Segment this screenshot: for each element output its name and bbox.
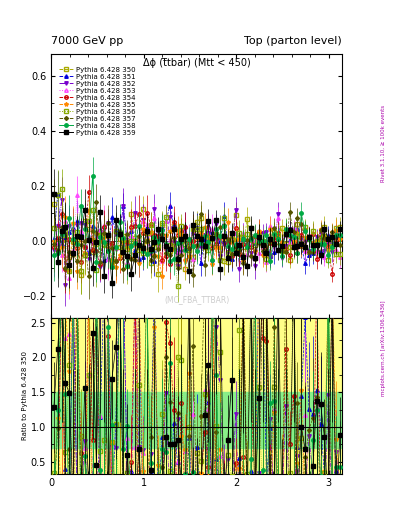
Text: (MC_FBA_TTBAR): (MC_FBA_TTBAR) bbox=[164, 295, 229, 305]
Text: 7000 GeV pp: 7000 GeV pp bbox=[51, 36, 123, 46]
Text: Top (parton level): Top (parton level) bbox=[244, 36, 342, 46]
Text: Rivet 3.1.10, ≥ 100k events: Rivet 3.1.10, ≥ 100k events bbox=[381, 105, 386, 182]
Y-axis label: Ratio to Pythia 6.428 350: Ratio to Pythia 6.428 350 bbox=[22, 351, 28, 440]
Legend: Pythia 6.428 350, Pythia 6.428 351, Pythia 6.428 352, Pythia 6.428 353, Pythia 6: Pythia 6.428 350, Pythia 6.428 351, Pyth… bbox=[57, 65, 136, 137]
Text: Δϕ (t̅tbar) (Mtt < 450): Δϕ (t̅tbar) (Mtt < 450) bbox=[143, 58, 250, 68]
Bar bbox=[51, 317, 342, 474]
Bar bbox=[51, 392, 342, 448]
Text: mcplots.cern.ch [arXiv:1306.3436]: mcplots.cern.ch [arXiv:1306.3436] bbox=[381, 301, 386, 396]
